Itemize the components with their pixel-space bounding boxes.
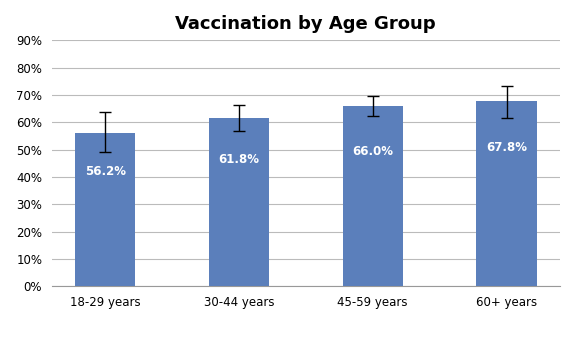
Bar [477,101,537,286]
Text: 67.8%: 67.8% [486,141,527,154]
Text: 56.2%: 56.2% [85,165,126,178]
Bar [209,118,269,286]
Bar [75,133,135,286]
Text: 61.8%: 61.8% [219,153,260,166]
Title: Vaccination by Age Group: Vaccination by Age Group [175,15,436,33]
Bar [343,106,403,286]
Text: 66.0%: 66.0% [352,145,393,158]
